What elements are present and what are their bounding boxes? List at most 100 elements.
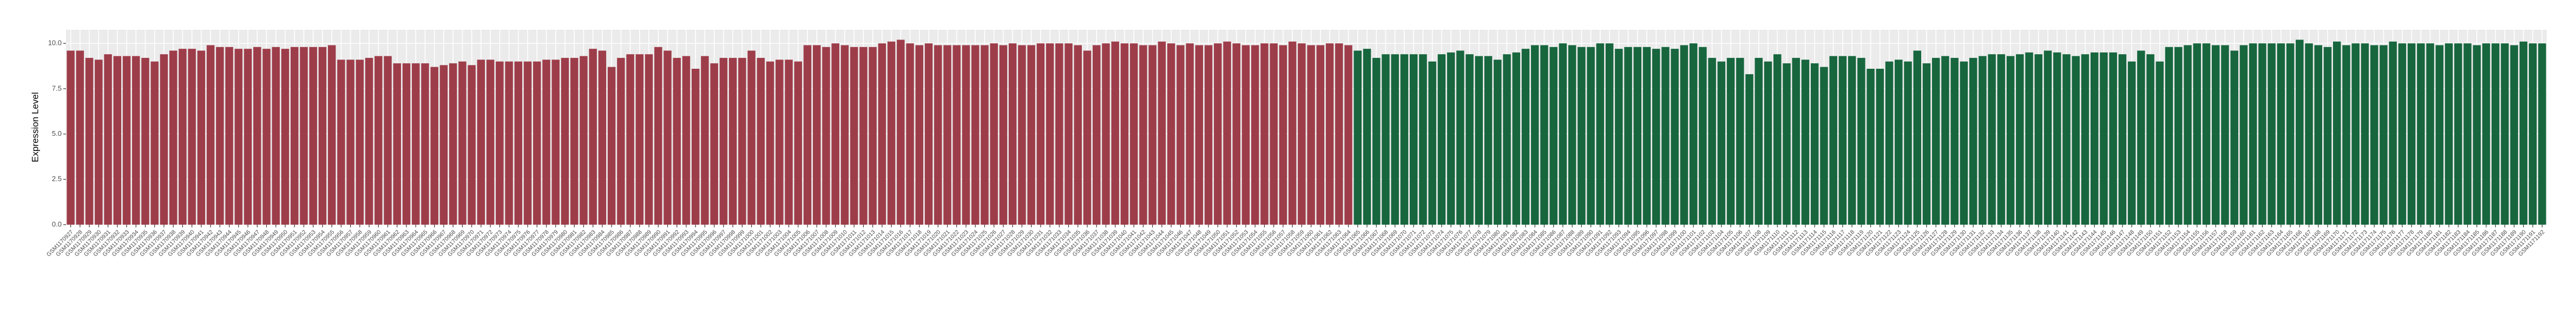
bar — [2417, 43, 2425, 225]
bar — [346, 60, 354, 225]
bar — [943, 45, 951, 225]
bar — [887, 41, 896, 225]
bar — [869, 47, 877, 225]
bar — [1745, 74, 1753, 225]
bar — [1642, 47, 1651, 225]
bar — [104, 54, 112, 225]
bar — [710, 63, 718, 225]
bar — [356, 60, 364, 225]
bar — [1549, 47, 1558, 225]
bar — [2519, 41, 2528, 225]
bar — [682, 56, 691, 225]
bar — [2025, 52, 2033, 225]
bar — [981, 45, 989, 225]
bar — [412, 63, 420, 225]
bar — [1512, 52, 1520, 225]
bar — [2221, 45, 2229, 225]
bar — [197, 50, 206, 225]
bar — [1139, 45, 1147, 225]
bar — [2444, 43, 2453, 225]
bar — [1419, 54, 1427, 225]
bar — [225, 47, 233, 225]
bar — [1494, 60, 1502, 225]
bar — [1904, 61, 1912, 225]
bar — [2146, 54, 2154, 225]
bar — [1754, 57, 1763, 225]
bar — [402, 63, 411, 225]
bar — [1997, 54, 2006, 225]
bar — [1857, 57, 1865, 225]
bar — [1810, 63, 1819, 225]
bar — [915, 45, 924, 225]
bar — [2053, 52, 2061, 225]
bar — [2258, 43, 2266, 225]
bar — [2528, 43, 2537, 225]
bar — [2211, 45, 2220, 225]
bar — [1521, 49, 1530, 225]
bar — [1036, 43, 1045, 225]
bar — [2184, 45, 2192, 225]
bar — [1260, 43, 1269, 225]
bar — [1680, 45, 1688, 225]
bar — [300, 47, 308, 225]
bar — [188, 49, 196, 225]
bar — [859, 47, 868, 225]
bar — [1484, 56, 1493, 225]
bar — [561, 57, 569, 225]
bar — [1736, 57, 1744, 225]
bar — [2239, 45, 2248, 225]
bar — [1848, 56, 1856, 225]
bar — [635, 54, 644, 225]
bar — [262, 49, 271, 225]
bar — [673, 57, 681, 225]
bar — [2034, 54, 2043, 225]
bar — [67, 50, 75, 225]
bar — [2482, 43, 2490, 225]
bar — [663, 50, 672, 225]
bar — [113, 56, 122, 225]
bar — [85, 57, 94, 225]
y-tick-label: 0.0 — [52, 220, 62, 228]
bar — [150, 61, 159, 225]
bar — [533, 61, 541, 225]
bar — [2389, 41, 2397, 225]
bar — [1633, 47, 1642, 225]
bar — [850, 47, 858, 225]
bar — [1503, 54, 1511, 225]
bar — [1008, 43, 1017, 225]
bar — [1437, 54, 1446, 225]
bar — [216, 47, 224, 225]
bar — [728, 57, 737, 225]
bar — [1148, 45, 1156, 225]
bar — [290, 47, 299, 225]
bar — [897, 40, 905, 225]
bar — [449, 63, 457, 225]
bar — [132, 56, 140, 225]
bar — [1931, 57, 1940, 225]
bar — [1466, 54, 1474, 225]
bar — [2361, 43, 2369, 225]
bar — [2426, 43, 2434, 225]
bar — [1922, 63, 1931, 225]
bar — [2314, 45, 2323, 225]
bar — [1204, 45, 1213, 225]
bar — [2454, 43, 2462, 225]
bar — [2072, 56, 2080, 225]
bar — [607, 67, 616, 225]
bar — [617, 57, 625, 225]
bar — [1270, 43, 1278, 225]
bar — [924, 43, 933, 225]
bar — [1391, 54, 1399, 225]
bar — [952, 45, 961, 225]
bar — [570, 57, 579, 225]
bar — [365, 57, 373, 225]
bar — [2407, 43, 2416, 225]
bar — [1820, 67, 1828, 225]
bar — [1428, 61, 1436, 225]
bar — [1829, 56, 1837, 225]
bar — [486, 60, 495, 225]
bar — [496, 61, 504, 225]
bar — [1064, 43, 1073, 225]
bar — [2370, 45, 2378, 225]
bar — [831, 43, 839, 225]
